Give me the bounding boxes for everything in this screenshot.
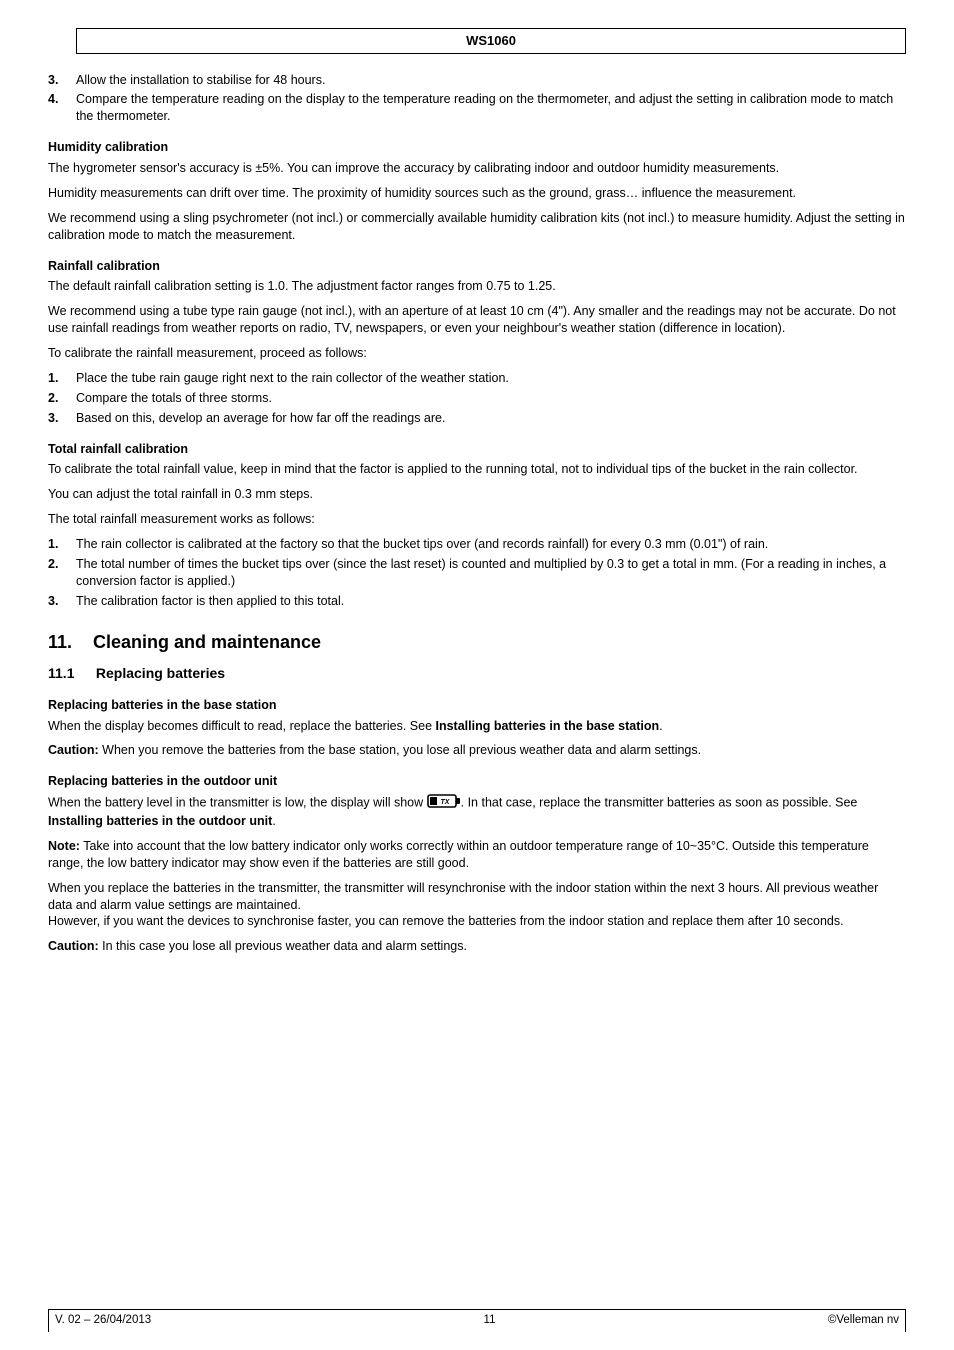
outdoor-note: Note: Take into account that the low bat…	[48, 838, 906, 872]
list-text: The rain collector is calibrated at the …	[76, 536, 906, 553]
base-p1-bold: Installing batteries in the base station	[436, 719, 660, 733]
outdoor-p1-mid: . In that case, replace the transmitter …	[461, 796, 858, 810]
total-step-1: 1. The rain collector is calibrated at t…	[48, 536, 906, 553]
heading-humidity: Humidity calibration	[48, 139, 906, 156]
list-number: 2.	[48, 390, 76, 407]
list-number: 1.	[48, 536, 76, 553]
footer-version: V. 02 – 26/04/2013	[55, 1313, 151, 1329]
heading-outdoor-batteries: Replacing batteries in the outdoor unit	[48, 773, 906, 790]
footer-copyright: ©Velleman nv	[828, 1313, 899, 1329]
total-p3: The total rainfall measurement works as …	[48, 511, 906, 528]
list-number: 3.	[48, 410, 76, 427]
total-step-2: 2. The total number of times the bucket …	[48, 556, 906, 590]
list-number: 3.	[48, 72, 76, 89]
section-11-heading: 11. Cleaning and maintenance	[48, 630, 906, 654]
outdoor-p3a: When you replace the batteries in the tr…	[48, 880, 906, 914]
humidity-p1: The hygrometer sensor's accuracy is ±5%.…	[48, 160, 906, 177]
subsection-title-text: Replacing batteries	[96, 665, 225, 681]
note-text: Take into account that the low battery i…	[48, 839, 869, 870]
outdoor-caution: Caution: In this case you lose all previ…	[48, 938, 906, 955]
humidity-p2: Humidity measurements can drift over tim…	[48, 185, 906, 202]
list-text: Based on this, develop an average for ho…	[76, 410, 906, 427]
base-p1: When the display becomes difficult to re…	[48, 718, 906, 735]
rainfall-p3: To calibrate the rainfall measurement, p…	[48, 345, 906, 362]
rainfall-step-3: 3. Based on this, develop an average for…	[48, 410, 906, 427]
list-text: The total number of times the bucket tip…	[76, 556, 906, 590]
list-text: Compare the totals of three storms.	[76, 390, 906, 407]
note-label: Note:	[48, 839, 80, 853]
subsection-11-1-heading: 11.1 Replacing batteries	[48, 664, 906, 683]
list-text: Place the tube rain gauge right next to …	[76, 370, 906, 387]
base-caution: Caution: When you remove the batteries f…	[48, 742, 906, 759]
rainfall-p2: We recommend using a tube type rain gaug…	[48, 303, 906, 337]
footer-page-number: 11	[484, 1313, 496, 1329]
list-number: 1.	[48, 370, 76, 387]
heading-base-batteries: Replacing batteries in the base station	[48, 697, 906, 714]
top-list-item-4: 4. Compare the temperature reading on th…	[48, 91, 906, 125]
outdoor-p1-pre: When the battery level in the transmitte…	[48, 796, 427, 810]
total-p2: You can adjust the total rainfall in 0.3…	[48, 486, 906, 503]
page-footer: V. 02 – 26/04/2013 11 ©Velleman nv	[48, 1309, 906, 1332]
total-step-3: 3. The calibration factor is then applie…	[48, 593, 906, 610]
heading-total-rainfall: Total rainfall calibration	[48, 441, 906, 458]
humidity-p3: We recommend using a sling psychrometer …	[48, 210, 906, 244]
outdoor-p1-post: .	[272, 814, 275, 828]
top-list-item-3: 3. Allow the installation to stabilise f…	[48, 72, 906, 89]
caution-label: Caution:	[48, 743, 99, 757]
list-number: 2.	[48, 556, 76, 590]
caution-label: Caution:	[48, 939, 99, 953]
list-text: Compare the temperature reading on the d…	[76, 91, 906, 125]
outdoor-p1: When the battery level in the transmitte…	[48, 794, 906, 830]
list-number: 4.	[48, 91, 76, 125]
list-number: 3.	[48, 593, 76, 610]
total-p1: To calibrate the total rainfall value, k…	[48, 461, 906, 478]
outdoor-p3b: However, if you want the devices to sync…	[48, 913, 906, 930]
section-title-text: Cleaning and maintenance	[93, 632, 321, 652]
caution-text: In this case you lose all previous weath…	[99, 939, 467, 953]
header-model-box: WS1060	[76, 28, 906, 54]
subsection-number: 11.1	[48, 664, 92, 683]
header-model: WS1060	[466, 33, 516, 48]
section-number: 11.	[48, 630, 88, 654]
base-p1-post: .	[659, 719, 662, 733]
rainfall-step-2: 2. Compare the totals of three storms.	[48, 390, 906, 407]
list-text: The calibration factor is then applied t…	[76, 593, 906, 610]
base-p1-pre: When the display becomes difficult to re…	[48, 719, 436, 733]
outdoor-p1-bold: Installing batteries in the outdoor unit	[48, 814, 272, 828]
list-text: Allow the installation to stabilise for …	[76, 72, 906, 89]
svg-text:TX: TX	[440, 799, 450, 806]
rainfall-p1: The default rainfall calibration setting…	[48, 278, 906, 295]
rainfall-step-1: 1. Place the tube rain gauge right next …	[48, 370, 906, 387]
heading-rainfall: Rainfall calibration	[48, 258, 906, 275]
caution-text: When you remove the batteries from the b…	[99, 743, 701, 757]
low-battery-tx-icon: TX	[427, 794, 461, 813]
